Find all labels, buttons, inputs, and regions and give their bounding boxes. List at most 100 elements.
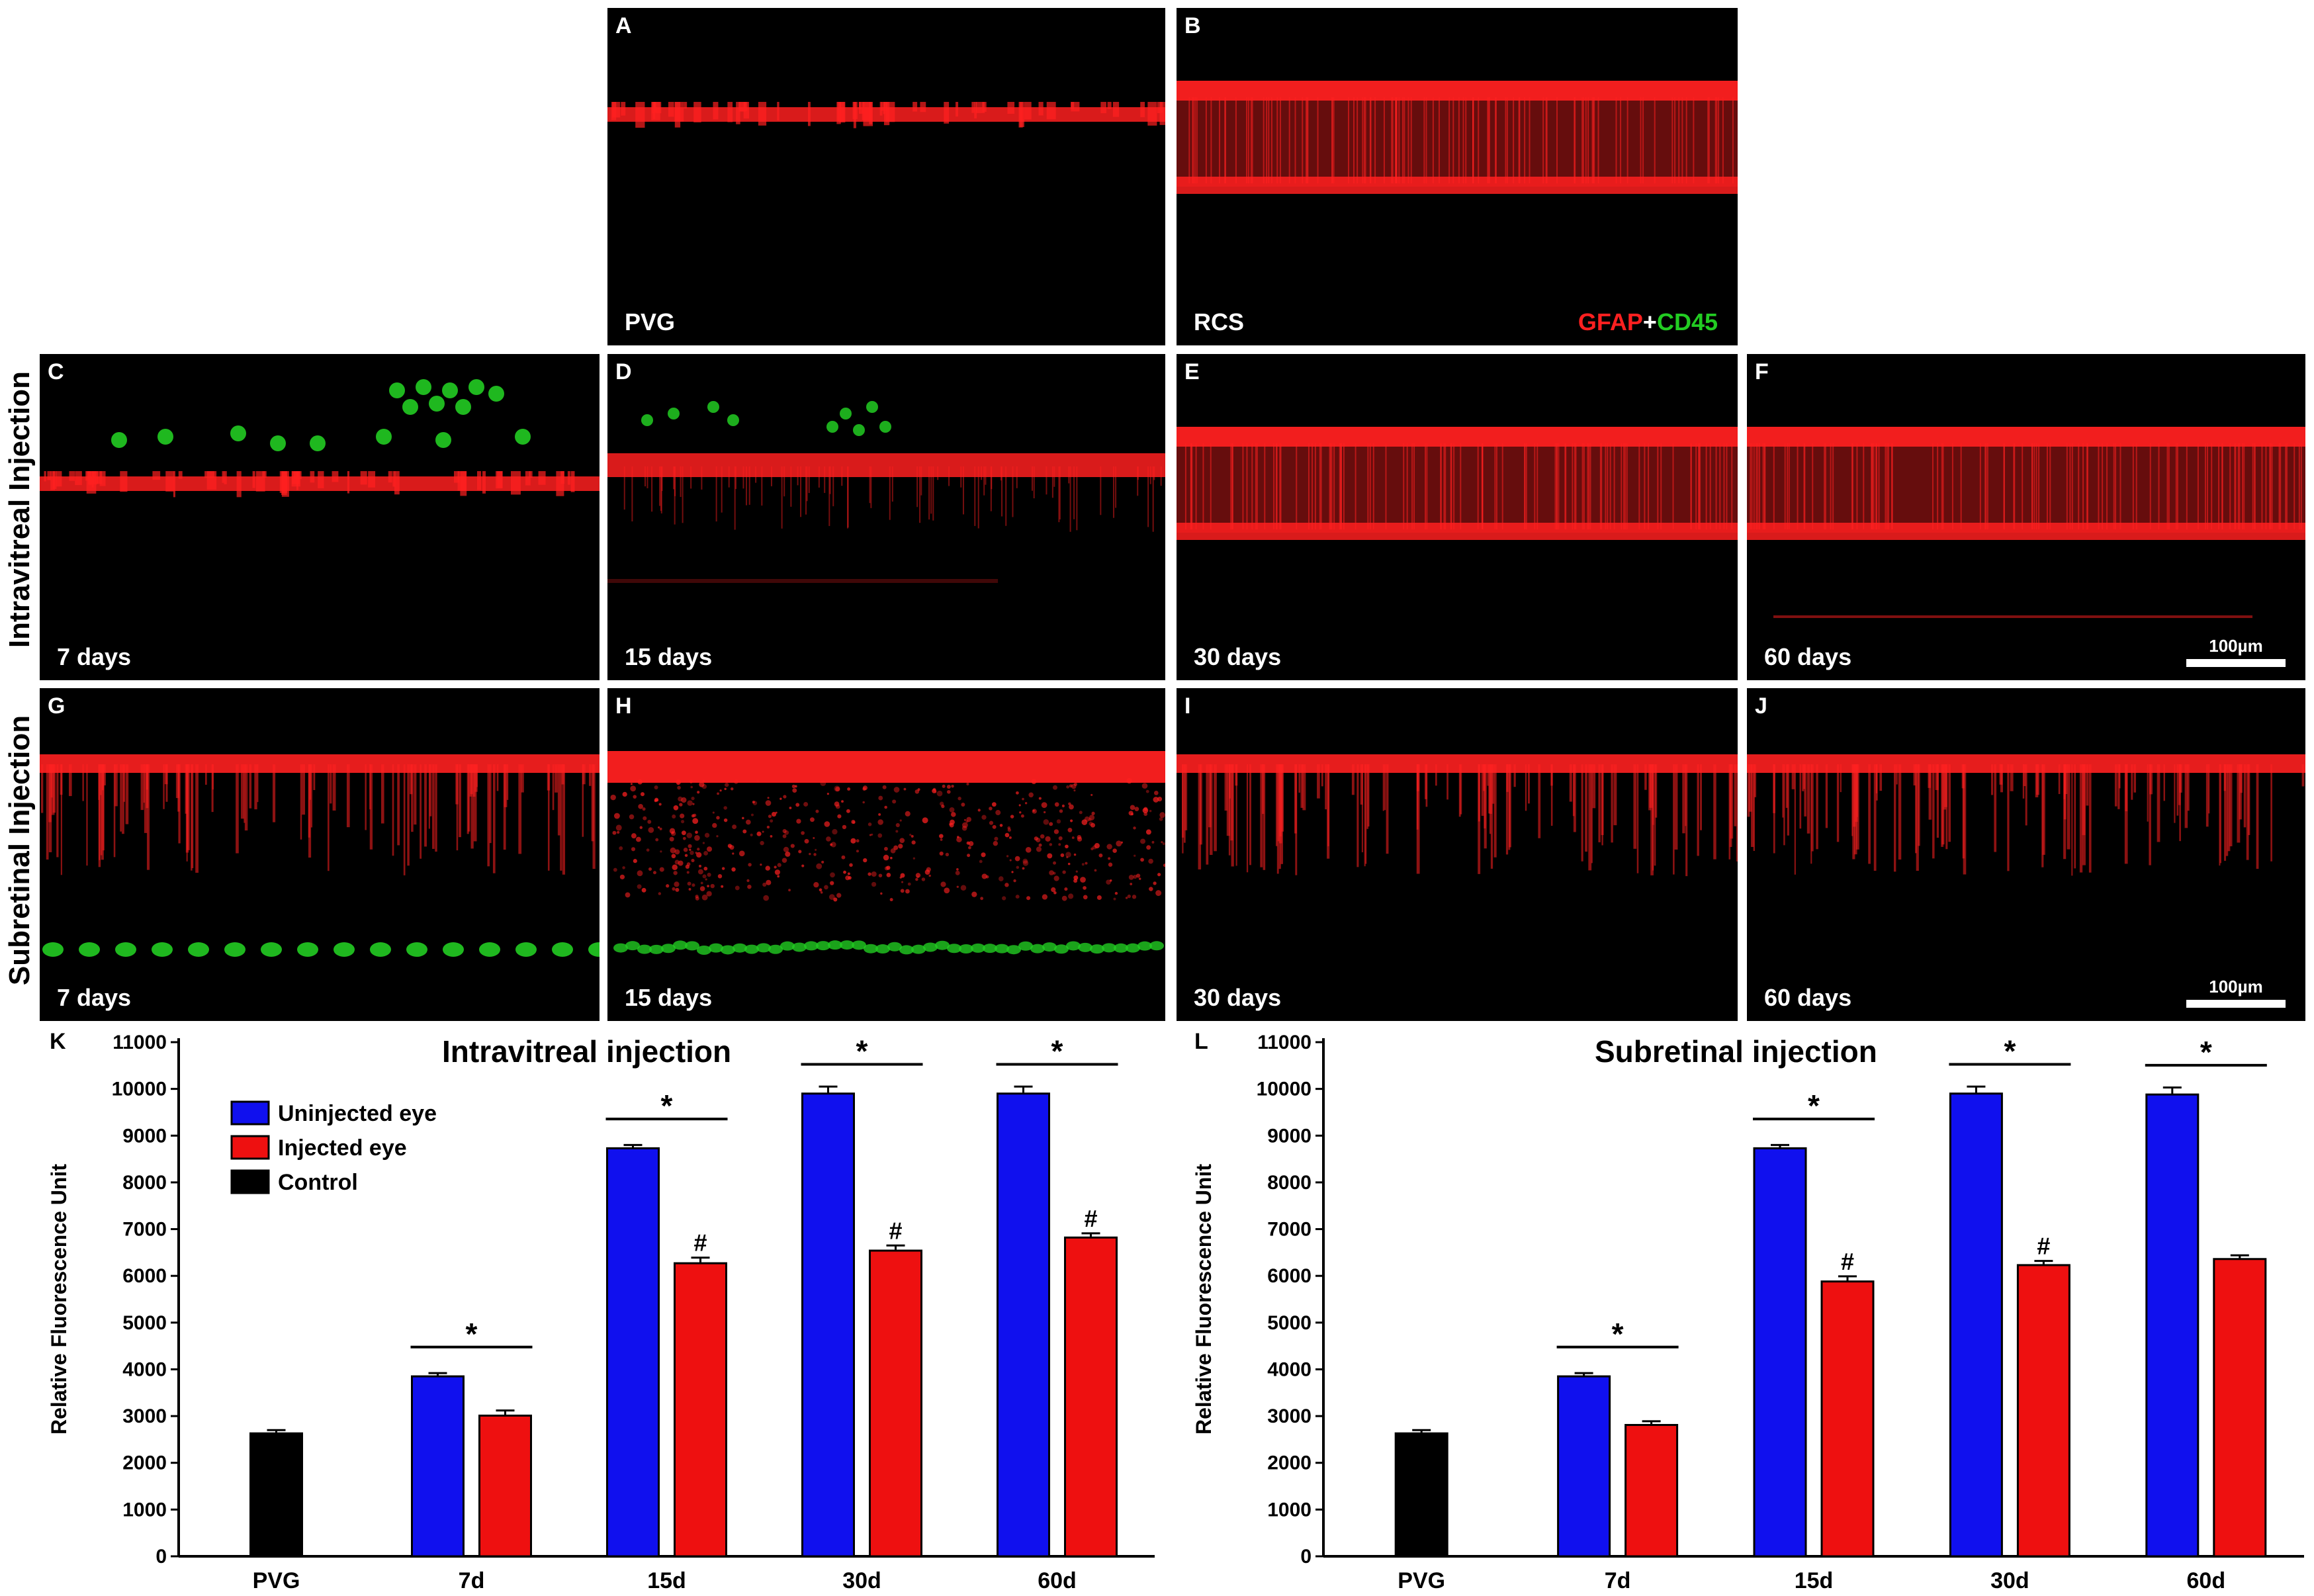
y-tick-label: 9000 — [1267, 1125, 1312, 1147]
significance-star: * — [1612, 1317, 1624, 1351]
panel-caption: PVG — [625, 308, 676, 335]
significance-star: * — [1808, 1088, 1820, 1123]
y-tick-label: 6000 — [1267, 1265, 1312, 1287]
micrograph-image — [1177, 81, 1738, 194]
y-tick-label: 6000 — [122, 1265, 167, 1287]
panel-letter: I — [1184, 693, 1191, 719]
panel-caption: 30 days — [1194, 984, 1282, 1011]
panel-caption: 15 days — [625, 984, 713, 1011]
panel-letter: B — [1184, 13, 1201, 38]
significance-hash: # — [2037, 1233, 2050, 1260]
significance-star: * — [661, 1088, 673, 1123]
panel-caption: RCS — [1194, 308, 1245, 335]
bar-chart-intravitreal: K Intravitreal injection 0 1000 2000 3000 4000… — [47, 1029, 1155, 1593]
micrograph-image — [40, 754, 600, 957]
stain-legend-gfap: GFAP — [1578, 308, 1643, 335]
significance-hash: # — [889, 1217, 902, 1244]
significance-star: * — [2200, 1035, 2212, 1069]
significance-star: * — [856, 1034, 868, 1068]
micrograph-panel-e: E 30 days — [1177, 354, 1738, 680]
panel-caption: 7 days — [57, 984, 132, 1011]
micrograph-image — [607, 401, 1165, 583]
bar-injected-eye-15d — [1820, 1280, 1875, 1558]
y-axis-label: Relative Fluorescence Unit — [1192, 1164, 1216, 1435]
significance-hash: # — [1841, 1248, 1854, 1275]
x-tick-label: 15d — [647, 1568, 686, 1593]
bar-uninjected-eye-15d — [1753, 1147, 1807, 1558]
micrograph-panel-a: A PVG — [607, 8, 1165, 345]
bar-uninjected-eye-60d — [2145, 1093, 2200, 1558]
significance-star: * — [2004, 1034, 2016, 1068]
x-tick-label: 7d — [1605, 1568, 1631, 1593]
bar-injected-eye-60d — [2213, 1258, 2267, 1558]
x-tick-label: 7d — [459, 1568, 485, 1593]
y-tick-label: 1000 — [122, 1499, 167, 1521]
micrograph-image — [1747, 754, 2305, 876]
legend-swatch — [230, 1135, 270, 1160]
bar-injected-eye-7d — [1624, 1424, 1679, 1558]
panel-caption: 30 days — [1194, 643, 1282, 670]
bar-uninjected-eye-7d — [411, 1375, 465, 1558]
y-tick-label: 9000 — [122, 1125, 167, 1147]
y-tick-label: 11000 — [112, 1032, 167, 1053]
x-tick-label: 15d — [1795, 1568, 1834, 1593]
panel-letter: J — [1755, 693, 1767, 719]
y-tick-label: 0 — [1300, 1546, 1312, 1568]
y-tick-label: 2000 — [122, 1452, 167, 1474]
legend-swatch — [230, 1169, 270, 1194]
y-tick-label: 10000 — [1257, 1079, 1312, 1100]
y-tick-label: 5000 — [1267, 1312, 1312, 1334]
chart-title: Intravitreal injection — [442, 1034, 731, 1069]
x-tick-label: 60d — [2187, 1568, 2226, 1593]
bar-uninjected-eye-15d — [606, 1147, 660, 1558]
micrograph-panel-i: I 30 days — [1177, 688, 1738, 1021]
bar-injected-eye-7d — [478, 1414, 532, 1558]
stain-legend: GFAP+CD45 — [1578, 308, 1718, 336]
x-tick-label: 60d — [1038, 1568, 1077, 1593]
panel-caption: 60 days — [1764, 643, 1852, 670]
stain-legend-cd45: CD45 — [1656, 308, 1718, 335]
panel-caption: 60 days — [1764, 984, 1852, 1011]
panel-letter: G — [48, 693, 66, 719]
micrograph-image — [1177, 427, 1738, 540]
scale-bar-line — [2186, 1000, 2286, 1008]
y-tick-label: 3000 — [122, 1405, 167, 1427]
y-tick-label: 8000 — [1267, 1172, 1312, 1194]
micrograph-image — [1177, 754, 1738, 877]
chart-panel-letter: L — [1194, 1029, 1208, 1054]
bar-uninjected-eye-7d — [1557, 1375, 1611, 1558]
bar-chart-subretinal: L Subretinal injection 0 1000 2000 3000 4000 50… — [1192, 1029, 2304, 1593]
micrograph-panel-j: J 60 days 100µm — [1747, 688, 2305, 1021]
y-tick-label: 4000 — [1267, 1358, 1312, 1380]
stain-legend-plus: + — [1642, 308, 1657, 335]
significance-star: * — [1051, 1034, 1063, 1068]
y-tick-label: 0 — [156, 1546, 167, 1568]
micrograph-panel-f: F 60 days 100µm — [1747, 354, 2305, 680]
x-tick-label: PVG — [1398, 1568, 1445, 1593]
micrograph-panel-g: G 7 days — [40, 688, 600, 1021]
bar-injected-eye-15d — [674, 1262, 727, 1558]
scale-bar-label: 100µm — [2209, 977, 2263, 997]
significance-star: * — [466, 1317, 478, 1351]
y-tick-label: 4000 — [122, 1358, 167, 1380]
y-axis-label: Relative Fluorescence Unit — [47, 1164, 71, 1435]
y-tick-label: 7000 — [1267, 1219, 1312, 1241]
bar-control-pvg — [249, 1432, 303, 1558]
y-tick-label: 11000 — [1257, 1032, 1312, 1053]
micrograph-panel-d: D 15 days — [607, 354, 1165, 680]
bar-uninjected-eye-30d — [801, 1092, 855, 1558]
bar-injected-eye-30d — [869, 1249, 922, 1558]
scale-bar: 100µm — [2186, 636, 2286, 667]
panel-caption: 15 days — [625, 643, 713, 670]
panel-letter: A — [615, 13, 632, 38]
bar-uninjected-eye-30d — [1949, 1092, 2003, 1558]
y-tick-label: 3000 — [1267, 1405, 1312, 1427]
panel-letter: F — [1755, 359, 1769, 384]
micrograph-image — [40, 379, 600, 498]
micrograph-panel-b: B RCS GFAP+CD45 — [1177, 8, 1738, 345]
legend-entry: Control — [278, 1170, 358, 1195]
row-label-subretinal: Subretinal Injection — [3, 715, 36, 986]
y-tick-label: 2000 — [1267, 1452, 1312, 1474]
y-tick-label: 5000 — [122, 1312, 167, 1334]
micrograph-panel-h: H 15 days — [607, 688, 1165, 1021]
